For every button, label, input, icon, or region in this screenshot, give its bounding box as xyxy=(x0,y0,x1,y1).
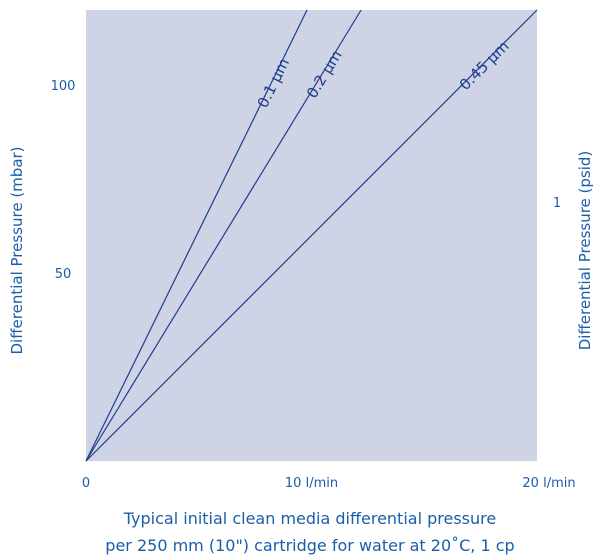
series-line-0 xyxy=(85,9,308,462)
series-line-2 xyxy=(85,9,538,462)
caption-line-2: per 250 mm (10") cartridge for water at … xyxy=(105,536,514,555)
x-tick-label: 0 xyxy=(82,476,90,491)
x-axis-ticks: 0 10 l/min 20 l/min xyxy=(82,476,576,491)
y-tick-label: 50 xyxy=(55,267,72,282)
y2-tick-label: 1 xyxy=(553,196,561,211)
y2-axis-title: Differential Pressure (psid) xyxy=(576,151,594,351)
y-axis-title: Differential Pressure (mbar) xyxy=(8,146,26,354)
y-tick-label: 100 xyxy=(51,79,76,94)
x-tick-label: 20 l/min xyxy=(522,476,575,491)
series-line-1 xyxy=(85,9,362,462)
caption-line-1: Typical initial clean media differential… xyxy=(123,509,496,528)
y-axis-ticks: 50 100 xyxy=(51,79,76,282)
y2-axis-ticks: 1 xyxy=(553,196,561,211)
x-tick-label: 10 l/min xyxy=(285,476,338,491)
